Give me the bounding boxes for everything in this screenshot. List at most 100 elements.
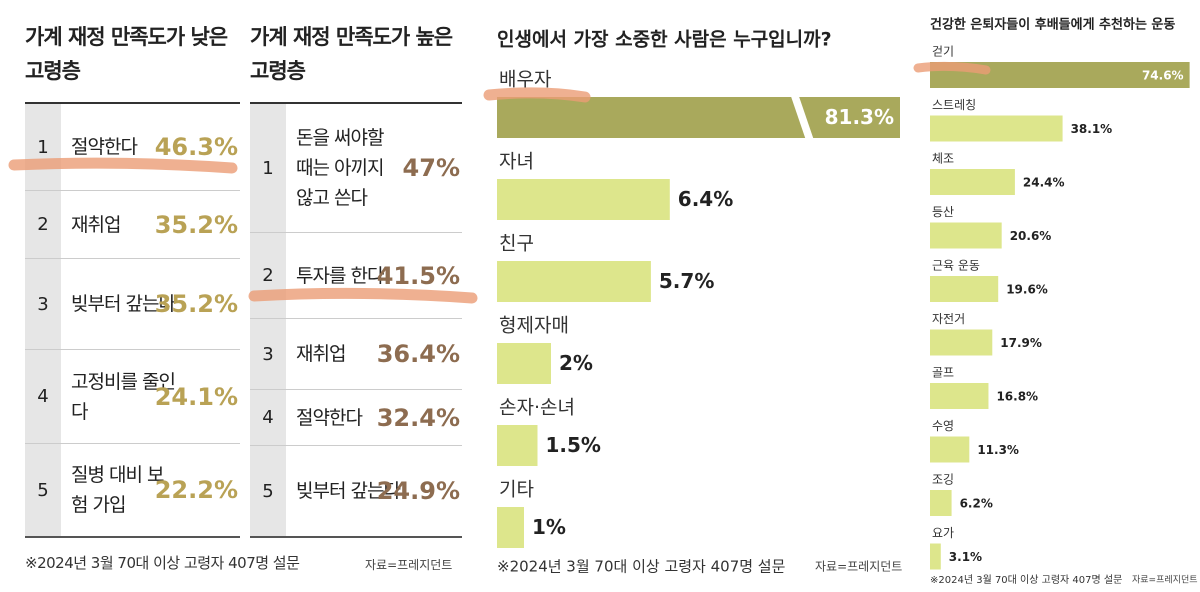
- category-label: 스트레칭: [932, 98, 976, 112]
- value-label: 35.2%: [154, 290, 238, 318]
- category-label: 골프: [932, 366, 954, 380]
- bar: [497, 507, 524, 548]
- ranking-row: 4 고정비를 줄인다 24.1%: [25, 349, 240, 443]
- ranking-row: 3 재취업 36.4%: [250, 318, 462, 389]
- value-label: 38.1%: [1071, 122, 1113, 136]
- category-label: 걷기: [932, 45, 954, 59]
- item-label: 빚부터 갚는다: [71, 293, 176, 315]
- rank: 3: [25, 259, 61, 349]
- value-label: 1.5%: [546, 433, 601, 457]
- value-label: 41.5%: [376, 261, 460, 290]
- rank: 2: [250, 233, 286, 318]
- rank: 4: [25, 350, 61, 443]
- item-label: 투자를 한다: [296, 264, 384, 287]
- source: 자료=프레지던트: [815, 560, 902, 574]
- item-label: 재취업: [71, 213, 121, 236]
- ranking-row: 3 빚부터 갚는다 35.2%: [25, 258, 240, 349]
- value-label: 19.6%: [1006, 283, 1048, 297]
- ranking-row: 5 질병 대비 보험 가입 22.2%: [25, 443, 240, 536]
- category-label: 자녀: [499, 151, 534, 173]
- chart-title: 건강한 은퇴자들이 후배들에게 추천하는 운동: [930, 17, 1175, 33]
- value-label: 81.3%: [825, 105, 894, 129]
- category-label: 친구: [499, 233, 534, 255]
- value-label: 35.2%: [154, 210, 238, 239]
- value-label: 47%: [402, 154, 460, 182]
- rank: 1: [25, 104, 61, 190]
- ranking-row: 5 빚부터 갚는다 24.9%: [250, 445, 462, 536]
- footnote: ※2024년 3월 70대 이상 고령자 407명 설문: [497, 558, 786, 576]
- category-label: 배우자: [499, 69, 551, 91]
- bar: [930, 115, 1063, 142]
- category-label: 근육 운동: [932, 259, 980, 273]
- item-label: 절약한다: [71, 136, 138, 158]
- value-label: 16.8%: [996, 390, 1038, 404]
- bar: [497, 97, 900, 138]
- ranking-row: 1 돈을 써야할 때는 아끼지 않고 쓴다 47%: [250, 104, 462, 232]
- bar: [497, 343, 551, 384]
- rank: 5: [25, 444, 61, 536]
- value-label: 24.1%: [154, 382, 238, 411]
- value-label: 6.2%: [960, 497, 993, 511]
- category-label: 기타: [499, 479, 534, 501]
- value-label: 22.2%: [154, 476, 238, 504]
- chart-title: 가계 재정 만족도가 높은 고령층: [250, 25, 453, 83]
- bar: [497, 179, 670, 220]
- value-label: 32.4%: [376, 403, 460, 432]
- value-label: 11.3%: [977, 443, 1019, 457]
- item-label: 질병 대비 보험 가입: [71, 464, 164, 516]
- bar: [930, 329, 993, 356]
- chart-title: 가계 재정 만족도가 낮은 고령층: [25, 25, 228, 83]
- category-label: 수영: [932, 419, 954, 433]
- value-label: 6.4%: [678, 187, 733, 211]
- bar: [930, 383, 989, 409]
- bar: [930, 276, 999, 302]
- category-label: 조깅: [932, 473, 954, 487]
- bar: [930, 436, 970, 463]
- category-label: 요가: [932, 526, 954, 540]
- bar: [930, 543, 941, 570]
- ranking-panel: 가계 재정 만족도가 높은 고령층 1 돈을 써야할 때는 아끼지 않고 쓴다 47…: [250, 20, 462, 538]
- category-label: 등산: [932, 205, 954, 219]
- source: 자료=프레지던트: [1132, 575, 1198, 586]
- bar: [930, 222, 1002, 249]
- bar: [930, 490, 952, 516]
- category-label: 손자·손녀: [499, 397, 575, 419]
- category-label: 자전거: [932, 312, 965, 326]
- value-label: 46.3%: [154, 133, 238, 161]
- rank: 3: [250, 319, 286, 389]
- value-label: 24.4%: [1023, 176, 1065, 190]
- footnote: ※2024년 3월 70대 이상 고령자 407명 설문: [930, 574, 1122, 586]
- rank: 1: [250, 104, 286, 232]
- value-label: 74.6%: [1142, 69, 1184, 83]
- value-label: 3.1%: [949, 550, 982, 564]
- category-label: 체조: [932, 152, 954, 166]
- bar: [497, 425, 538, 466]
- item-label: 돈을 써야할 때는 아끼지 않고 쓴다: [296, 127, 384, 209]
- bar: [497, 261, 651, 302]
- value-label: 1%: [532, 515, 566, 539]
- ranking-row: 2 투자를 한다 41.5%: [250, 232, 462, 318]
- value-label: 36.4%: [376, 340, 460, 368]
- item-label: 빚부터 갚는다: [296, 480, 401, 502]
- value-label: 20.6%: [1010, 229, 1052, 243]
- rank: 2: [25, 191, 61, 258]
- value-label: 5.7%: [659, 269, 714, 293]
- ranking-table: 1 돈을 써야할 때는 아끼지 않고 쓴다 47% 2 투자를 한다 41.5% 3 재취업 3…: [250, 102, 462, 538]
- value-label: 17.9%: [1000, 336, 1042, 350]
- ranking-panel: 가계 재정 만족도가 낮은 고령층 1 절약한다 46.3% 2 재취업 35.2% 3 빚부…: [25, 20, 240, 538]
- bar: [930, 169, 1015, 195]
- category-label: 형제자매: [499, 315, 569, 337]
- ranking-table: 1 절약한다 46.3% 2 재취업 35.2% 3 빚부터 갚는다 35.2% 4 고정비를 줄인…: [25, 102, 240, 538]
- rank: 5: [250, 446, 286, 536]
- item-label: 고정비를 줄인다: [71, 370, 176, 423]
- source: 자료=프레지던트: [365, 558, 453, 572]
- ranking-row: 4 절약한다 32.4%: [250, 389, 462, 445]
- footnote: ※2024년 3월 70대 이상 고령자 407명 설문: [25, 554, 300, 572]
- ranking-row: 2 재취업 35.2%: [25, 190, 240, 258]
- value-label: 24.9%: [376, 477, 460, 505]
- chart-title: 인생에서 가장 소중한 사람은 누구입니까?: [497, 29, 832, 51]
- ranking-row: 1 절약한다 46.3%: [25, 104, 240, 190]
- rank: 4: [250, 390, 286, 445]
